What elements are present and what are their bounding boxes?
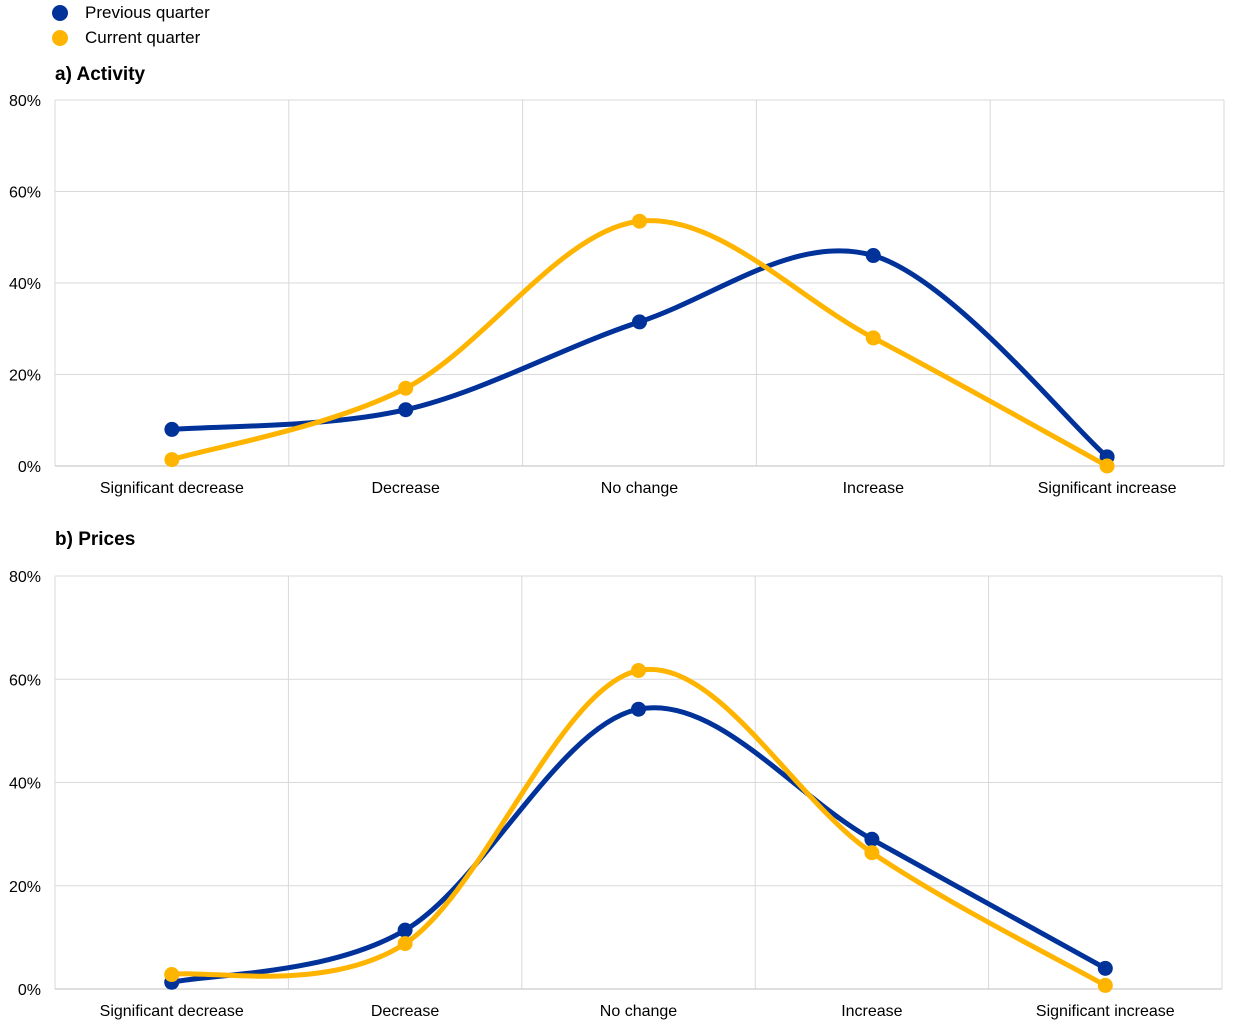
x-tick-label: No change bbox=[601, 480, 678, 497]
data-point-previous bbox=[632, 314, 647, 330]
legend-swatch-current bbox=[52, 29, 68, 46]
data-point-current bbox=[631, 662, 646, 678]
data-point-current bbox=[1097, 977, 1113, 993]
chart-legend: Previous quarter Current quarter bbox=[52, 0, 210, 50]
x-tick-label: Decrease bbox=[371, 1003, 440, 1020]
y-tick-label: 20% bbox=[9, 879, 41, 896]
data-point-current bbox=[1099, 458, 1115, 474]
data-point-current bbox=[164, 452, 180, 468]
x-tick-label: Increase bbox=[843, 480, 904, 497]
x-tick-label: Significant decrease bbox=[100, 480, 244, 497]
panel-title-0: a) Activity bbox=[55, 64, 146, 85]
x-tick-label: Significant decrease bbox=[100, 1003, 244, 1020]
legend-swatch-previous bbox=[52, 4, 68, 21]
legend-label-previous: Previous quarter bbox=[85, 2, 210, 22]
data-point-previous bbox=[864, 831, 880, 847]
x-tick-label: Significant increase bbox=[1038, 480, 1177, 497]
y-tick-label: 80% bbox=[9, 93, 41, 110]
legend-item-current: Current quarter bbox=[52, 25, 210, 50]
data-point-current bbox=[865, 330, 881, 346]
y-tick-label: 40% bbox=[9, 776, 41, 793]
data-point-previous bbox=[398, 402, 414, 418]
legend-item-previous: Previous quarter bbox=[52, 0, 210, 25]
x-tick-label: No change bbox=[600, 1003, 677, 1020]
x-tick-label: Decrease bbox=[371, 480, 440, 497]
series-line-current bbox=[169, 218, 1110, 469]
y-tick-label: 40% bbox=[9, 276, 41, 293]
legend-label-current: Current quarter bbox=[85, 27, 201, 47]
x-tick-label: Significant increase bbox=[1036, 1003, 1175, 1020]
y-tick-label: 60% bbox=[9, 672, 41, 689]
y-tick-label: 0% bbox=[18, 459, 41, 476]
y-tick-label: 0% bbox=[18, 982, 41, 999]
data-point-current bbox=[397, 936, 413, 952]
data-point-previous bbox=[1097, 960, 1113, 976]
data-point-current bbox=[864, 845, 880, 861]
data-point-current bbox=[164, 967, 180, 983]
series-line-previous bbox=[169, 705, 1108, 985]
data-point-previous bbox=[631, 701, 646, 717]
data-point-previous bbox=[397, 922, 413, 938]
y-tick-label: 80% bbox=[9, 569, 41, 586]
y-tick-label: 20% bbox=[9, 368, 41, 385]
data-point-current bbox=[632, 213, 647, 229]
panel-title-1: b) Prices bbox=[55, 529, 135, 550]
data-point-current bbox=[398, 380, 414, 396]
y-tick-label: 60% bbox=[9, 185, 41, 202]
series-line-current bbox=[169, 666, 1108, 988]
data-point-previous bbox=[164, 421, 180, 437]
data-point-previous bbox=[865, 248, 881, 264]
x-tick-label: Increase bbox=[841, 1003, 902, 1020]
